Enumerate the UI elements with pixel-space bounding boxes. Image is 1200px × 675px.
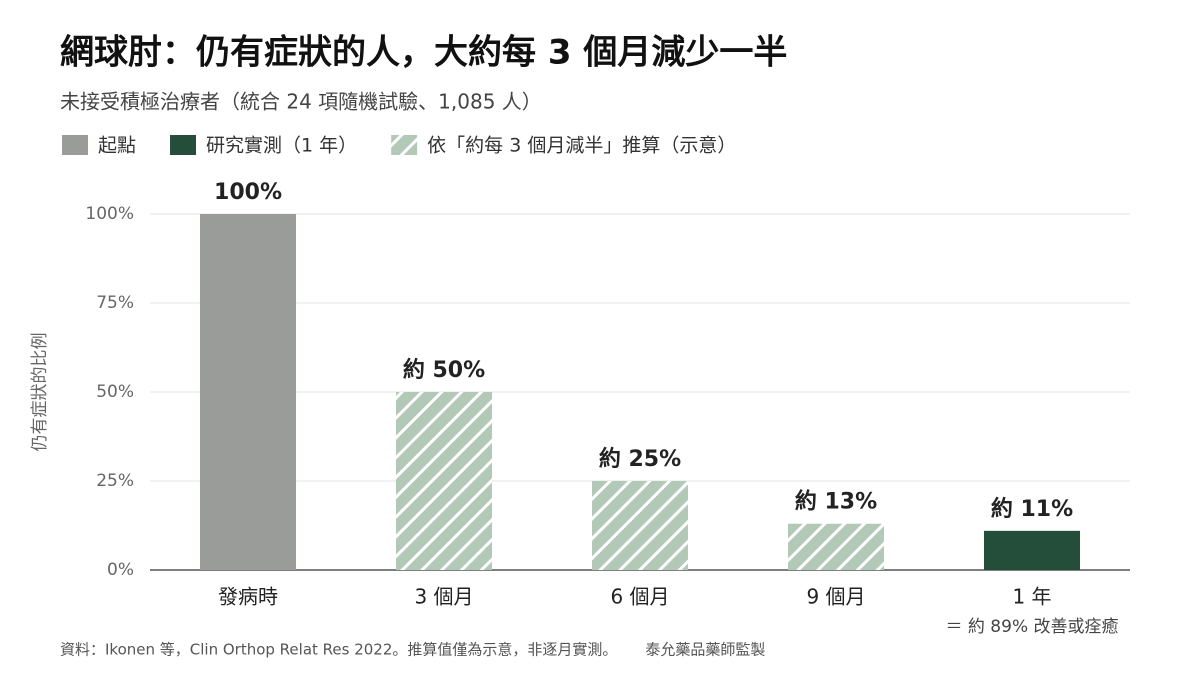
chart-subtitle: 未接受積極治療者（統合 24 項隨機試驗、1,085 人）: [60, 90, 542, 114]
y-axis-label: 仍有症狀的比例: [30, 333, 50, 452]
y-tick-label: 0%: [107, 560, 134, 580]
legend-label: 依「約每 3 個月減半」推算（示意）: [427, 135, 736, 157]
legend-label: 起點: [98, 135, 136, 157]
x-tick-label: 1 年: [1012, 585, 1051, 609]
x-tick-label: 3 個月: [414, 585, 473, 609]
bar: [591, 481, 689, 570]
x-tick-label: 發病時: [218, 585, 278, 609]
bar: [199, 214, 297, 570]
bar: [983, 530, 1081, 570]
annotation: ＝ 約 89% 改善或痊癒: [946, 617, 1119, 637]
legend-swatch: [170, 135, 197, 155]
value-label: 100%: [214, 180, 282, 205]
chart-title: 網球肘：仍有症狀的人，大約每 3 個月減少一半: [60, 33, 787, 73]
bar: [395, 392, 493, 570]
value-label: 約 13%: [795, 489, 877, 515]
y-tick-label: 75%: [96, 293, 134, 313]
legend-label: 研究實測（1 年）: [206, 135, 357, 157]
value-label: 約 25%: [599, 446, 681, 472]
value-label: 約 50%: [403, 357, 485, 383]
legend-swatch: [62, 135, 88, 155]
credit: 泰允藥品藥師監製: [645, 641, 765, 659]
bar: [787, 523, 885, 570]
legend-swatch: [391, 135, 418, 155]
value-label: 約 11%: [991, 496, 1073, 522]
y-tick-label: 100%: [85, 204, 134, 224]
x-tick-label: 9 個月: [806, 585, 865, 609]
x-tick-label: 6 個月: [610, 585, 669, 609]
y-tick-label: 50%: [96, 382, 134, 402]
source: 資料：Ikonen 等，Clin Orthop Relat Res 2022。推…: [60, 641, 617, 659]
y-tick-label: 25%: [96, 471, 134, 491]
